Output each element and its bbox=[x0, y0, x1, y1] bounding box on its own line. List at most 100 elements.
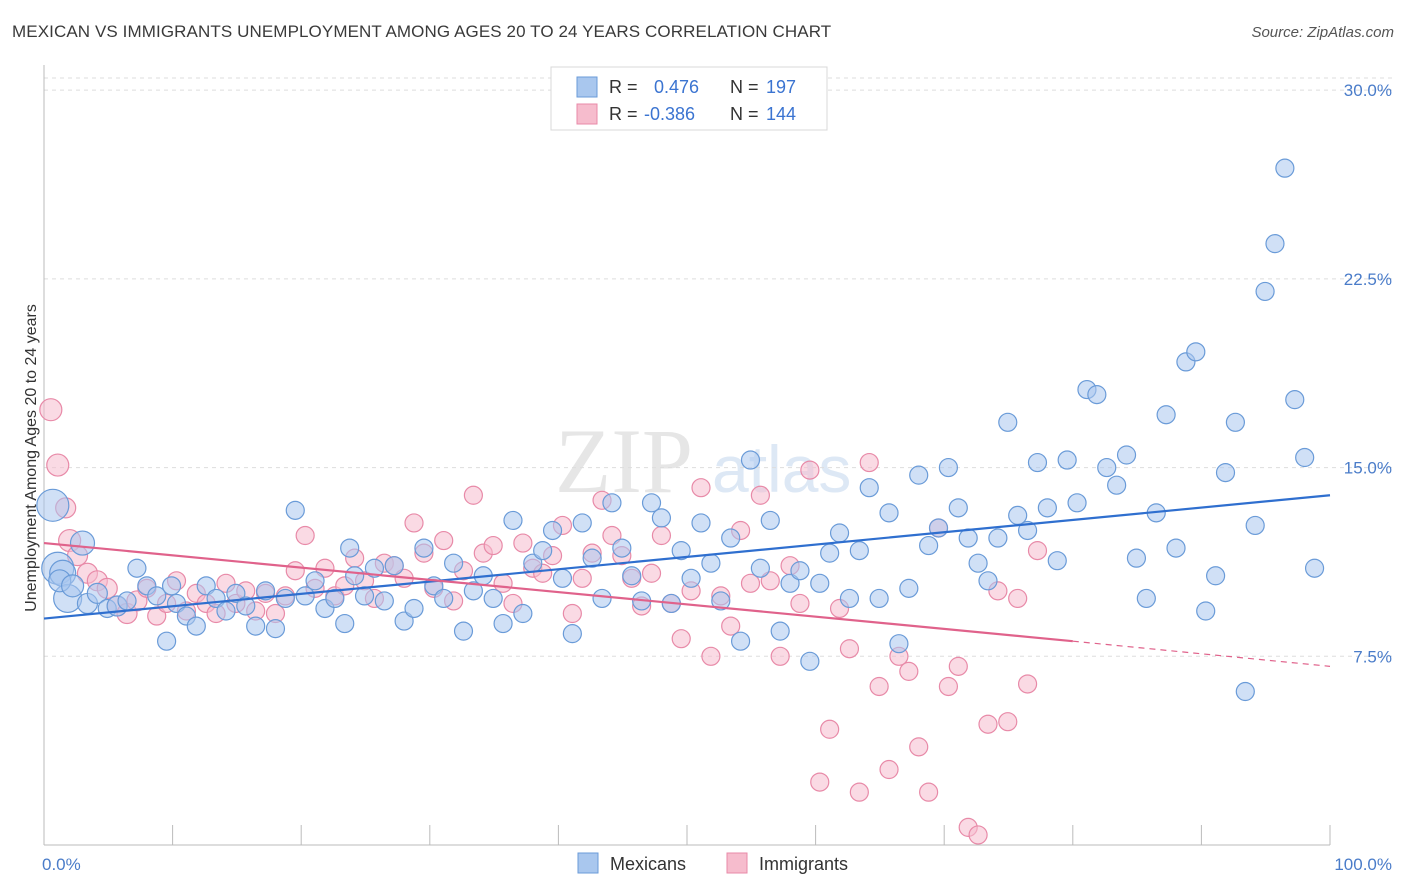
mexicans-point-19 bbox=[186, 616, 206, 636]
immigrants-point-100 bbox=[1017, 674, 1038, 694]
mexicans-point-67 bbox=[651, 508, 672, 528]
mexicans-point-64 bbox=[622, 566, 642, 586]
immigrants-point-26 bbox=[285, 561, 305, 581]
mexicans-point-55 bbox=[533, 541, 553, 561]
mexicans-point-83 bbox=[810, 573, 830, 593]
mexicans-point-100 bbox=[978, 571, 998, 591]
immigrants-point-72 bbox=[740, 573, 761, 593]
immigrants-point-46 bbox=[483, 535, 503, 556]
mexicans-point-128 bbox=[1255, 281, 1275, 302]
immigrants-point-82 bbox=[839, 639, 860, 659]
series-swatch-mexicans bbox=[577, 852, 599, 874]
mexicans-point-57 bbox=[552, 568, 573, 588]
legend-swatch-mexicans bbox=[576, 76, 598, 98]
mexicans-point-94 bbox=[919, 535, 939, 556]
mexicans-point-85 bbox=[829, 523, 850, 543]
mexicans-point-86 bbox=[839, 588, 860, 609]
mexicans-point-124 bbox=[1215, 463, 1236, 483]
immigrants-point-92 bbox=[938, 676, 959, 697]
mexicans-point-96 bbox=[938, 457, 959, 478]
mexicans-point-132 bbox=[1295, 447, 1315, 468]
mexicans-point-27 bbox=[265, 619, 286, 639]
immigrants-point-75 bbox=[770, 646, 790, 666]
series-legend: Mexicans Immigrants bbox=[577, 852, 848, 874]
mexicans-point-122 bbox=[1196, 601, 1216, 621]
immigrants-point-27 bbox=[295, 525, 315, 546]
mexicans-point-106 bbox=[1037, 498, 1057, 518]
mexicans-point-47 bbox=[453, 621, 474, 641]
legend-r-label-immigrants: R = bbox=[609, 104, 638, 124]
mexicans-point-26 bbox=[255, 581, 276, 601]
correlation-legend: R = 0.476 N = 197 R = -0.386 N = 144 bbox=[550, 66, 828, 131]
mexicans-point-98 bbox=[958, 528, 978, 548]
mexicans-point-38 bbox=[364, 558, 385, 578]
mexicans-point-91 bbox=[889, 634, 909, 654]
mexicans-trend-line bbox=[43, 494, 1331, 620]
immigrants-point-54 bbox=[562, 603, 582, 624]
mexicans-point-29 bbox=[285, 500, 305, 520]
immigrants-point-84 bbox=[859, 452, 879, 473]
immigrants-point-101 bbox=[1027, 541, 1048, 561]
mexicans-point-87 bbox=[849, 541, 869, 561]
mexicans-point-71 bbox=[691, 513, 711, 533]
legend-r-value-mexicans: 0.476 bbox=[654, 77, 699, 97]
mexicans-point-30 bbox=[295, 586, 315, 606]
immigrants-point-80 bbox=[820, 719, 840, 739]
mexicans-point-56 bbox=[542, 520, 563, 541]
immigrants-point-89 bbox=[909, 737, 929, 757]
immigrants-point-98 bbox=[998, 712, 1018, 732]
legend-r-value-immigrants: -0.386 bbox=[644, 104, 695, 124]
mexicans-point-35 bbox=[340, 538, 360, 558]
legend-r-label-mexicans: R = bbox=[609, 77, 638, 97]
mexicans-point-78 bbox=[760, 510, 780, 531]
y-axis-label: Unemployment Among Ages 20 to 24 years bbox=[23, 304, 40, 612]
immigrants-point-1 bbox=[46, 453, 70, 477]
watermark-zip: ZIP bbox=[555, 410, 693, 512]
y-tick-labels: 7.5% 15.0% 22.5% 30.0% bbox=[1344, 81, 1392, 666]
mexicans-point-129 bbox=[1265, 234, 1285, 254]
immigrants-point-85 bbox=[869, 676, 889, 697]
x-tick-label-0: 0.0% bbox=[42, 855, 81, 874]
immigrants-point-55 bbox=[572, 568, 592, 588]
mexicans-point-109 bbox=[1067, 493, 1087, 513]
immigrants-point-0 bbox=[39, 398, 63, 422]
mexicans-point-40 bbox=[384, 556, 404, 576]
mexicans-point-82 bbox=[800, 651, 820, 671]
mexicans-point-42 bbox=[404, 598, 424, 619]
source-label: Source: ZipAtlas.com bbox=[1251, 24, 1394, 41]
immigrants-point-99 bbox=[1008, 588, 1028, 609]
mexicans-point-130 bbox=[1275, 158, 1295, 178]
immigrants-point-96 bbox=[978, 714, 998, 734]
immigrants-point-88 bbox=[899, 661, 919, 681]
immigrants-point-62 bbox=[641, 563, 662, 583]
mexicans-point-63 bbox=[612, 538, 632, 558]
y-tick-label-2: 22.5% bbox=[1344, 270, 1392, 289]
immigrants-point-73 bbox=[750, 485, 770, 505]
mexicans-point-61 bbox=[592, 588, 612, 609]
mexicans-point-59 bbox=[572, 513, 592, 533]
mexicans-point-70 bbox=[681, 568, 701, 588]
mexicans-point-51 bbox=[493, 613, 513, 634]
mexicans-point-99 bbox=[968, 553, 988, 573]
mexicans-point-75 bbox=[730, 631, 751, 651]
immigrants-point-67 bbox=[691, 478, 711, 498]
legend-n-value-mexicans: 197 bbox=[766, 77, 796, 97]
watermark-atlas: atlas bbox=[712, 432, 851, 506]
chart-title: MEXICAN VS IMMIGRANTS UNEMPLOYMENT AMONG… bbox=[12, 22, 832, 41]
mexicans-point-79 bbox=[770, 621, 790, 641]
y-tick-label-1: 15.0% bbox=[1344, 459, 1392, 478]
mexicans-point-108 bbox=[1057, 450, 1077, 470]
mexicans-point-119 bbox=[1166, 538, 1186, 558]
mexicans-point-131 bbox=[1285, 390, 1305, 410]
mexicans-points bbox=[36, 158, 1325, 702]
mexicans-point-111 bbox=[1087, 385, 1107, 405]
mexicans-point-52 bbox=[503, 510, 523, 531]
immigrants-point-93 bbox=[948, 656, 968, 676]
immigrants-point-41 bbox=[434, 530, 454, 551]
legend-n-label-mexicans: N = bbox=[730, 77, 759, 97]
immigrants-point-63 bbox=[651, 525, 672, 546]
mexicans-point-118 bbox=[1156, 405, 1176, 425]
mexicans-point-112 bbox=[1097, 457, 1117, 478]
mexicans-point-114 bbox=[1116, 445, 1137, 465]
trend-lines bbox=[43, 494, 1331, 667]
